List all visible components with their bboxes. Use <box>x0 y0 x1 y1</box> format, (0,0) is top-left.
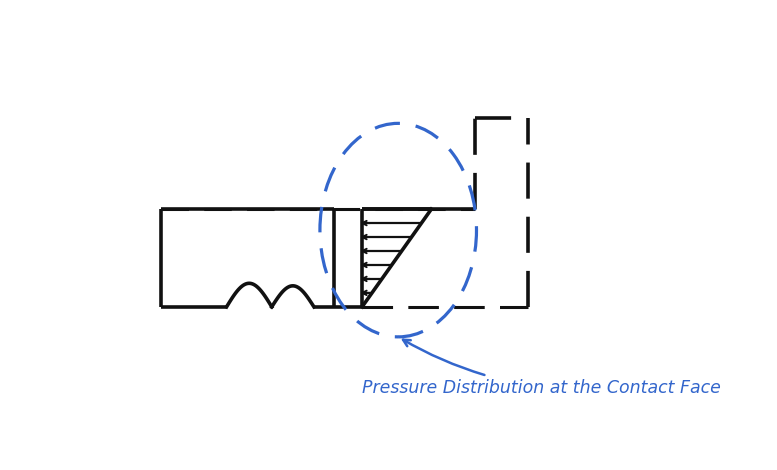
Text: Pressure Distribution at the Contact Face: Pressure Distribution at the Contact Fac… <box>362 340 721 397</box>
